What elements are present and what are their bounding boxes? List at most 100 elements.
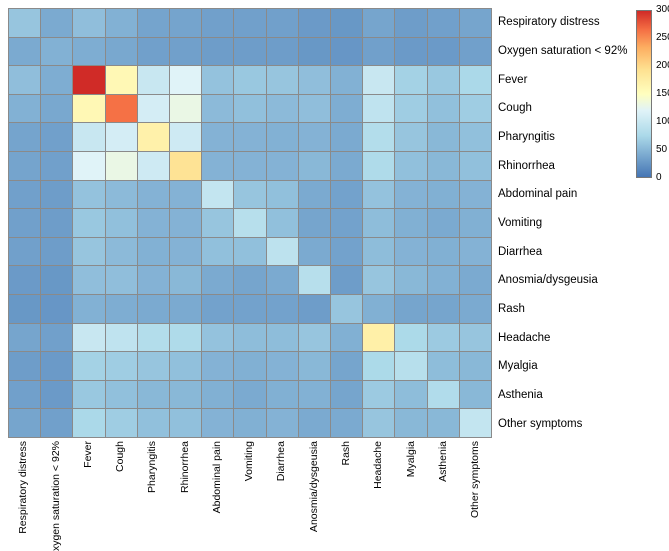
heatmap-cell bbox=[298, 94, 330, 123]
column-label: Other symptoms bbox=[469, 441, 482, 519]
heatmap-cell bbox=[9, 237, 41, 266]
heatmap-cell bbox=[331, 66, 363, 94]
heatmap-cell bbox=[363, 123, 395, 151]
heatmap-cell bbox=[427, 266, 459, 294]
colorbar-tick-label: 250 bbox=[656, 32, 669, 43]
column-label: Cough bbox=[114, 441, 127, 472]
heatmap-cell bbox=[459, 9, 491, 37]
heatmap-cell bbox=[363, 266, 395, 294]
heatmap-cell bbox=[298, 123, 330, 151]
heatmap-cell bbox=[298, 237, 330, 266]
heatmap-cell bbox=[202, 295, 234, 323]
heatmap-cell bbox=[105, 123, 137, 151]
heatmap-cell bbox=[459, 380, 491, 409]
heatmap-cell bbox=[137, 352, 169, 380]
heatmap-cell bbox=[202, 66, 234, 94]
heatmap-cell bbox=[73, 352, 105, 380]
heatmap-cell bbox=[41, 152, 73, 180]
heatmap-cell bbox=[459, 409, 491, 437]
heatmap-cell bbox=[395, 66, 427, 94]
heatmap-cell bbox=[395, 152, 427, 180]
heatmap-cell bbox=[105, 266, 137, 294]
heatmap-cell bbox=[331, 9, 363, 37]
heatmap-cell bbox=[105, 237, 137, 266]
colorbar-gradient bbox=[636, 10, 652, 178]
heatmap-cell bbox=[363, 9, 395, 37]
heatmap-column-labels: Respiratory distress Oxygen saturation < … bbox=[8, 441, 492, 551]
heatmap-cell bbox=[170, 209, 202, 237]
heatmap-cell bbox=[395, 9, 427, 37]
heatmap-cell bbox=[427, 237, 459, 266]
heatmap-cell bbox=[234, 237, 266, 266]
heatmap-cell bbox=[331, 37, 363, 66]
heatmap-cell bbox=[137, 380, 169, 409]
heatmap-cell bbox=[9, 9, 41, 37]
heatmap-cell bbox=[202, 323, 234, 352]
heatmap-cell bbox=[234, 37, 266, 66]
row-label: Fever bbox=[498, 73, 528, 86]
heatmap-cell bbox=[202, 237, 234, 266]
heatmap-cell bbox=[137, 9, 169, 37]
heatmap-cell bbox=[41, 123, 73, 151]
heatmap-cell bbox=[298, 152, 330, 180]
row-label: Diarrhea bbox=[498, 245, 543, 258]
heatmap-cell bbox=[202, 9, 234, 37]
heatmap-cell bbox=[73, 409, 105, 437]
heatmap-cell bbox=[266, 180, 298, 209]
heatmap-cell bbox=[105, 66, 137, 94]
heatmap-cell bbox=[459, 352, 491, 380]
heatmap-cell bbox=[41, 409, 73, 437]
heatmap-cell bbox=[363, 209, 395, 237]
row-label: Pharyngitis bbox=[498, 131, 555, 144]
heatmap-cell bbox=[41, 66, 73, 94]
heatmap-cell bbox=[427, 152, 459, 180]
column-label: Oxygen saturation < 92% bbox=[49, 441, 62, 551]
heatmap-cell bbox=[266, 66, 298, 94]
heatmap-cell bbox=[363, 180, 395, 209]
heatmap-cell bbox=[427, 409, 459, 437]
heatmap-cell bbox=[73, 295, 105, 323]
heatmap-cell bbox=[234, 209, 266, 237]
heatmap-cell bbox=[137, 409, 169, 437]
heatmap-cell bbox=[298, 352, 330, 380]
heatmap-row-labels: Respiratory distress Oxygen saturation < … bbox=[498, 8, 638, 438]
heatmap-cell bbox=[234, 409, 266, 437]
heatmap-cell bbox=[266, 295, 298, 323]
heatmap-cell bbox=[298, 209, 330, 237]
heatmap-cell bbox=[234, 66, 266, 94]
heatmap-cell bbox=[363, 152, 395, 180]
heatmap-cell bbox=[331, 180, 363, 209]
heatmap-cell bbox=[73, 94, 105, 123]
heatmap-cell bbox=[73, 123, 105, 151]
heatmap-cell bbox=[137, 152, 169, 180]
row-label: Other symptoms bbox=[498, 417, 583, 430]
column-label: Fever bbox=[81, 441, 94, 468]
heatmap-cell bbox=[459, 152, 491, 180]
heatmap-cell bbox=[331, 123, 363, 151]
heatmap-cell bbox=[105, 409, 137, 437]
heatmap-cell bbox=[266, 237, 298, 266]
heatmap-cell bbox=[73, 237, 105, 266]
colorbar-tick-label: 50 bbox=[656, 144, 668, 155]
heatmap-cell bbox=[73, 9, 105, 37]
heatmap-cell bbox=[202, 352, 234, 380]
heatmap-cell bbox=[363, 237, 395, 266]
heatmap-cell bbox=[105, 152, 137, 180]
heatmap-cell bbox=[105, 94, 137, 123]
heatmap-cell bbox=[298, 9, 330, 37]
heatmap-cell bbox=[234, 380, 266, 409]
heatmap-cell bbox=[73, 323, 105, 352]
heatmap-cell bbox=[105, 9, 137, 37]
heatmap-cell bbox=[41, 380, 73, 409]
heatmap-cell bbox=[331, 295, 363, 323]
heatmap-cell bbox=[73, 180, 105, 209]
heatmap-cell bbox=[202, 123, 234, 151]
heatmap-cell bbox=[395, 123, 427, 151]
heatmap-cell bbox=[202, 380, 234, 409]
heatmap-cell bbox=[298, 266, 330, 294]
heatmap-cell bbox=[170, 66, 202, 94]
column-label: Rhinorrhea bbox=[178, 441, 191, 493]
heatmap-cell bbox=[395, 266, 427, 294]
heatmap-cell bbox=[41, 209, 73, 237]
heatmap-cell bbox=[202, 37, 234, 66]
